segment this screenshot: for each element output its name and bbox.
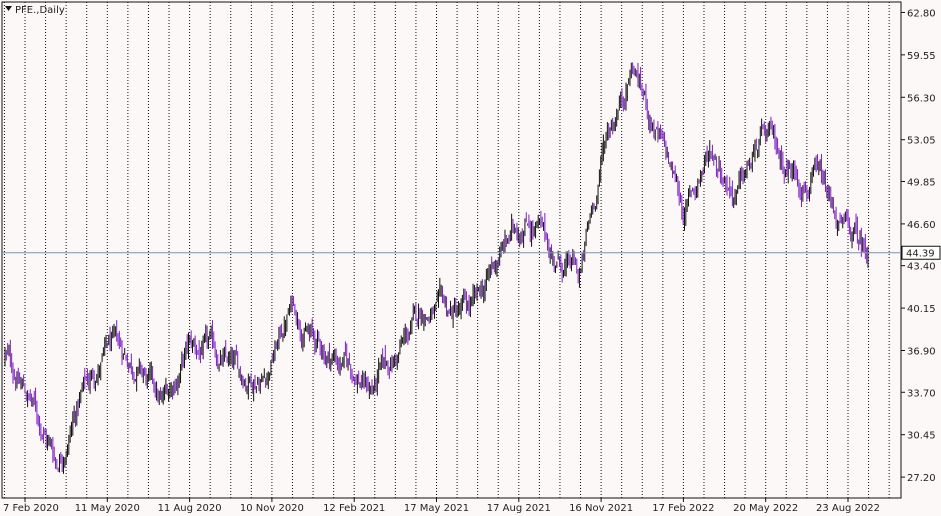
x-tick-label: 17 Feb 2022 <box>652 503 714 514</box>
x-tick-label: 11 Aug 2020 <box>158 503 222 514</box>
y-tick-label: 53.05 <box>907 136 936 147</box>
x-tick-label: 17 May 2021 <box>404 503 469 514</box>
y-tick-label: 33.70 <box>907 388 936 399</box>
x-tick-label: 23 Aug 2022 <box>816 503 880 514</box>
symbol-menu-icon[interactable] <box>5 6 12 11</box>
y-tick-label: 36.90 <box>907 347 936 358</box>
x-tick-label: 7 Feb 2020 <box>3 503 59 514</box>
current-price-tag: 44.39 <box>901 245 941 260</box>
x-tick-label: 20 May 2022 <box>733 503 798 514</box>
current-price-value: 44.39 <box>906 249 935 260</box>
chart-title: PFE.,Daily <box>15 5 65 16</box>
x-tick-label: 11 May 2020 <box>75 503 140 514</box>
y-tick-label: 49.85 <box>907 177 936 188</box>
x-tick-label: 10 Nov 2020 <box>240 503 304 514</box>
y-tick-label: 59.55 <box>907 51 936 62</box>
y-tick-label: 56.30 <box>907 93 936 104</box>
y-tick-label: 40.15 <box>907 304 936 315</box>
y-tick-label: 30.45 <box>907 431 936 442</box>
y-tick-label: 62.80 <box>907 8 936 19</box>
chart-frame <box>1 1 902 499</box>
x-tick-label: 16 Nov 2021 <box>569 503 633 514</box>
x-tick-label: 12 Feb 2021 <box>323 503 385 514</box>
x-tick-label: 17 Aug 2021 <box>487 503 551 514</box>
y-tick-label: 27.20 <box>907 473 936 484</box>
y-tick-label: 46.60 <box>907 220 936 231</box>
y-tick-label: 43.40 <box>907 262 936 273</box>
